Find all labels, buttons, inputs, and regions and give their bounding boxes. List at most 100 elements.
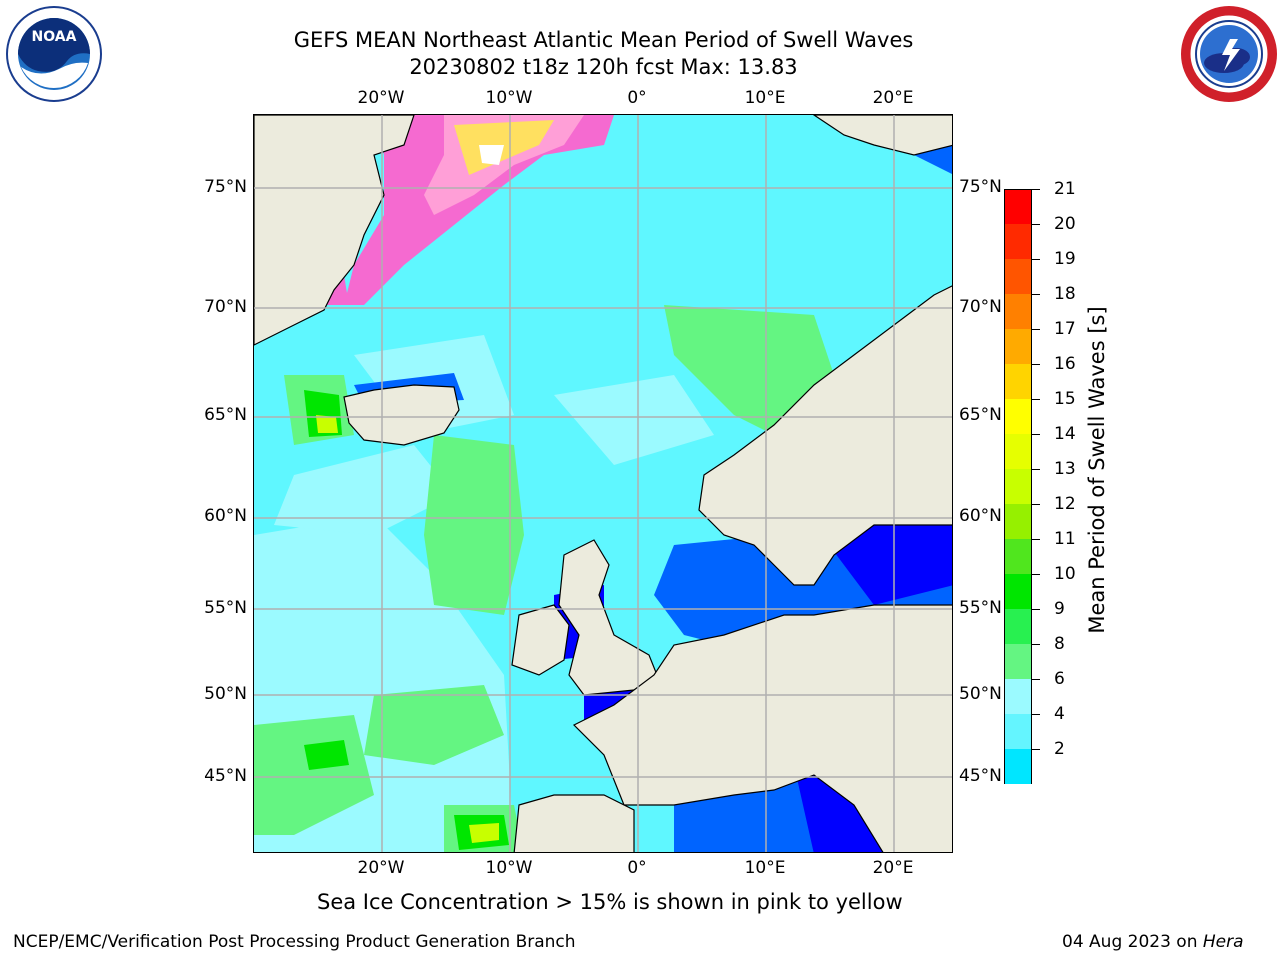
noaa-logo-text: NOAA bbox=[32, 29, 77, 45]
sea-ice-area bbox=[314, 115, 952, 305]
footer-date-text: 04 Aug 2023 on bbox=[1062, 932, 1198, 952]
continental-europe bbox=[572, 604, 952, 852]
colorbar-tick-label: 11 bbox=[1054, 529, 1076, 549]
lon-label-bottom-20w: 20°W bbox=[357, 858, 405, 878]
colorbar-tick-mark bbox=[1032, 539, 1040, 540]
lat-label-right-60n: 60°N bbox=[959, 506, 1002, 526]
colorbar-tick-label: 18 bbox=[1054, 284, 1076, 304]
colorbar-tick-label: 13 bbox=[1054, 459, 1076, 479]
colorbar-tick-label: 17 bbox=[1054, 319, 1076, 339]
colorbar-outline bbox=[1004, 189, 1032, 819]
colorbar-tick-mark bbox=[1032, 399, 1040, 400]
colorbar-tick-mark bbox=[1032, 679, 1040, 680]
colorbar-tick-label: 9 bbox=[1054, 599, 1065, 619]
colorbar-tick-label: 16 bbox=[1054, 354, 1076, 374]
colorbar-tick-mark bbox=[1032, 224, 1040, 225]
nws-logo bbox=[1180, 5, 1278, 103]
lon-label-bottom-10e: 10°E bbox=[744, 858, 786, 878]
lat-label-right-45n: 45°N bbox=[959, 766, 1002, 786]
colorbar-tick-mark bbox=[1032, 294, 1040, 295]
colorbar-tick-mark bbox=[1032, 749, 1040, 750]
lon-label-top-10e: 10°E bbox=[744, 88, 786, 108]
colorbar-scale bbox=[1003, 189, 1033, 850]
colorbar-tick-mark bbox=[1032, 329, 1040, 330]
colorbar-tick-mark bbox=[1032, 189, 1040, 190]
colorbar-tick-mark bbox=[1032, 644, 1040, 645]
sea-ice-note: Sea Ice Concentration > 15% is shown in … bbox=[317, 890, 903, 914]
lon-label-bottom-20e: 20°E bbox=[872, 858, 914, 878]
swell-field-12-14s bbox=[316, 415, 499, 843]
lon-label-top-0: 0° bbox=[627, 88, 647, 108]
colorbar-segment bbox=[1004, 224, 1032, 259]
colorbar-segment bbox=[1004, 329, 1032, 364]
chart-title: GEFS MEAN Northeast Atlantic Mean Period… bbox=[293, 28, 914, 52]
colorbar-tick-label: 19 bbox=[1054, 249, 1076, 269]
colorbar-tick-label: 21 bbox=[1054, 179, 1076, 199]
lat-label-left-60n: 60°N bbox=[204, 506, 247, 526]
map-frame bbox=[253, 114, 953, 853]
greenland bbox=[254, 115, 415, 346]
lon-label-bottom-10w: 10°W bbox=[485, 858, 533, 878]
colorbar-segment bbox=[1004, 609, 1032, 644]
colorbar-segment bbox=[1004, 504, 1032, 539]
lat-label-left-55n: 55°N bbox=[204, 598, 247, 618]
colorbar-tick-label: 14 bbox=[1054, 424, 1076, 444]
noaa-logo: NOAA bbox=[5, 5, 103, 103]
colorbar-segment bbox=[1004, 469, 1032, 504]
map-gridlines bbox=[254, 115, 952, 852]
colorbar-tick-mark bbox=[1032, 504, 1040, 505]
lat-label-right-70n: 70°N bbox=[959, 297, 1002, 317]
colorbar-segment bbox=[1004, 574, 1032, 609]
lat-label-right-65n: 65°N bbox=[959, 405, 1002, 425]
iberia bbox=[513, 794, 635, 852]
colorbar-tick-mark bbox=[1032, 434, 1040, 435]
colorbar-tick-mark bbox=[1032, 364, 1040, 365]
scandinavia bbox=[698, 285, 952, 586]
colorbar-tick-label: 12 bbox=[1054, 494, 1076, 514]
colorbar-tick-label: 20 bbox=[1054, 214, 1076, 234]
lat-label-left-70n: 70°N bbox=[204, 297, 247, 317]
lon-label-bottom-0: 0° bbox=[627, 858, 647, 878]
colorbar-tick-mark bbox=[1032, 714, 1040, 715]
lat-label-left-65n: 65°N bbox=[204, 405, 247, 425]
colorbar-segment bbox=[1004, 679, 1032, 714]
colorbar-tick-mark bbox=[1032, 469, 1040, 470]
colorbar-segment bbox=[1004, 399, 1032, 434]
svalbard bbox=[812, 115, 952, 156]
colorbar-segment bbox=[1004, 644, 1032, 679]
footer-machine: Hera bbox=[1202, 932, 1244, 952]
colorbar-tick-mark bbox=[1032, 609, 1040, 610]
ireland bbox=[511, 604, 570, 676]
lon-label-top-20e: 20°E bbox=[872, 88, 914, 108]
lon-label-top-10w: 10°W bbox=[485, 88, 533, 108]
lat-label-left-75n: 75°N bbox=[204, 177, 247, 197]
footer-date: 04 Aug 2023 on Hera bbox=[1062, 932, 1244, 952]
colorbar-segment bbox=[1004, 259, 1032, 294]
colorbar-tick-label: 4 bbox=[1054, 704, 1065, 724]
colorbar-tick-mark bbox=[1032, 259, 1040, 260]
colorbar bbox=[1003, 189, 1033, 850]
colorbar-label: Mean Period of Swell Waves [s] bbox=[1085, 306, 1109, 634]
colorbar-tick-mark bbox=[1032, 574, 1040, 575]
colorbar-tick-label: 2 bbox=[1054, 739, 1065, 759]
iceland bbox=[343, 384, 460, 446]
lat-label-left-50n: 50°N bbox=[204, 684, 247, 704]
colorbar-tick-label: 10 bbox=[1054, 564, 1076, 584]
land-masses bbox=[254, 115, 952, 852]
colorbar-segment bbox=[1004, 749, 1032, 784]
colorbar-segment bbox=[1004, 294, 1032, 329]
footer-credit: NCEP/EMC/Verification Post Processing Pr… bbox=[13, 932, 576, 952]
colorbar-tick-label: 15 bbox=[1054, 389, 1076, 409]
colorbar-segment bbox=[1004, 714, 1032, 749]
colorbar-segment bbox=[1004, 434, 1032, 469]
lat-label-left-45n: 45°N bbox=[204, 766, 247, 786]
lon-label-top-20w: 20°W bbox=[357, 88, 405, 108]
lat-label-right-50n: 50°N bbox=[959, 684, 1002, 704]
colorbar-tick-label: 8 bbox=[1054, 634, 1065, 654]
colorbar-segment bbox=[1004, 189, 1032, 224]
colorbar-segment bbox=[1004, 539, 1032, 574]
colorbar-tick-label: 6 bbox=[1054, 669, 1065, 689]
lat-label-right-75n: 75°N bbox=[959, 177, 1002, 197]
colorbar-segment bbox=[1004, 364, 1032, 399]
chart-subtitle: 20230802 t18z 120h fcst Max: 13.83 bbox=[409, 55, 798, 79]
